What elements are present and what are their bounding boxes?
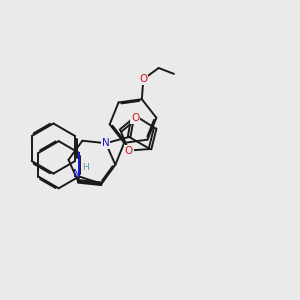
Text: O: O [131,113,140,123]
Text: O: O [124,146,133,155]
Text: O: O [139,74,147,84]
Text: N: N [102,138,110,148]
Text: H: H [82,163,89,172]
Text: N: N [73,169,81,179]
